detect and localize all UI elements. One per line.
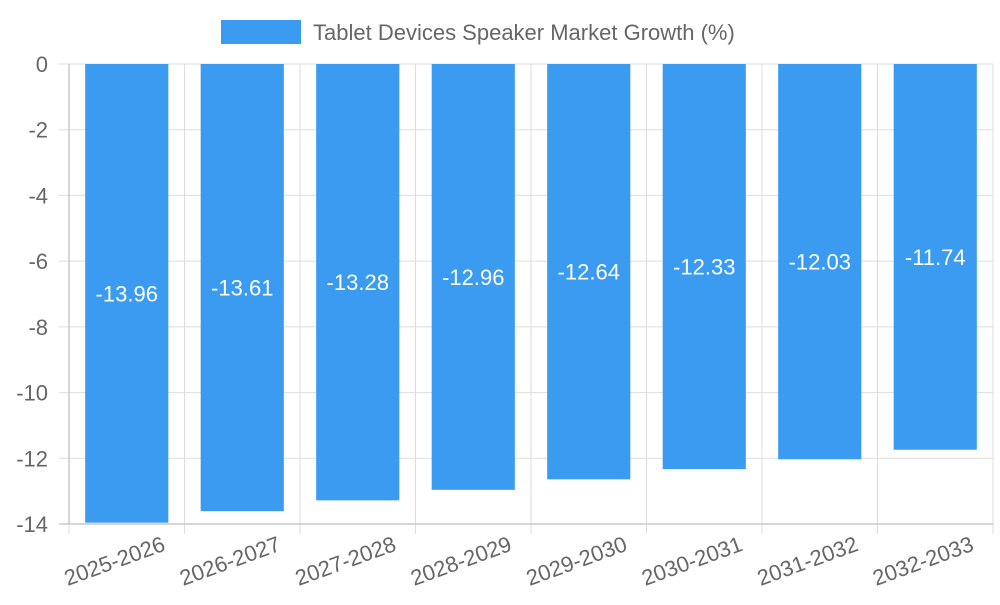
y-tick-label: -8 bbox=[28, 315, 48, 340]
data-label-2028-2029: -12.96 bbox=[442, 265, 504, 290]
y-tick-label: -6 bbox=[28, 249, 48, 274]
y-tick-label: -4 bbox=[28, 183, 48, 208]
x-tick-label-2028-2029: 2028-2029 bbox=[407, 531, 514, 590]
y-tick-label: -12 bbox=[16, 446, 48, 471]
data-label-2029-2030: -12.64 bbox=[558, 260, 620, 285]
legend-label: Tablet Devices Speaker Market Growth (%) bbox=[313, 20, 735, 45]
y-tick-label: -14 bbox=[16, 512, 48, 537]
data-label-2025-2026: -13.96 bbox=[96, 281, 158, 306]
y-tick-label: -10 bbox=[16, 381, 48, 406]
bar-2032-2033 bbox=[893, 64, 977, 450]
bar-2030-2031 bbox=[662, 64, 746, 470]
legend: Tablet Devices Speaker Market Growth (%) bbox=[221, 20, 735, 45]
x-tick-label-2025-2026: 2025-2026 bbox=[61, 531, 168, 590]
bar-2029-2030 bbox=[547, 64, 631, 480]
data-label-2031-2032: -12.03 bbox=[789, 250, 851, 275]
x-tick-label-2032-2033: 2032-2033 bbox=[869, 531, 976, 590]
data-label-2032-2033: -11.74 bbox=[905, 245, 966, 270]
data-label-2027-2028: -13.28 bbox=[327, 270, 389, 295]
x-tick-label-2030-2031: 2030-2031 bbox=[638, 531, 745, 590]
x-tick-label-2026-2027: 2026-2027 bbox=[176, 531, 283, 590]
y-axis: 0 -2 -4 -6 -8 -10 -12 -14 bbox=[16, 52, 70, 537]
legend-swatch bbox=[221, 20, 301, 44]
x-tick-label-2027-2028: 2027-2028 bbox=[292, 531, 399, 590]
x-axis: 2025-2026 2026-2027 2027-2028 2028-2029 2029… bbox=[59, 523, 993, 591]
bar-2025-2026 bbox=[85, 64, 169, 523]
x-tick-label-2031-2032: 2031-2032 bbox=[754, 531, 861, 590]
y-tick-label: 0 bbox=[36, 52, 48, 77]
x-tick-label-2029-2030: 2029-2030 bbox=[523, 531, 630, 590]
bar-2028-2029 bbox=[431, 64, 515, 490]
bar-2031-2032 bbox=[778, 64, 862, 460]
data-label-2026-2027: -13.61 bbox=[211, 276, 273, 301]
bars bbox=[85, 64, 977, 523]
y-tick-label: -2 bbox=[28, 118, 48, 143]
data-label-2030-2031: -12.33 bbox=[673, 255, 735, 280]
bar-2027-2028 bbox=[316, 64, 400, 501]
bar-2026-2027 bbox=[200, 64, 284, 512]
data-labels: -13.96 -13.61 -13.28 -12.96 -12.64 -12.33 -12.… bbox=[96, 245, 966, 306]
